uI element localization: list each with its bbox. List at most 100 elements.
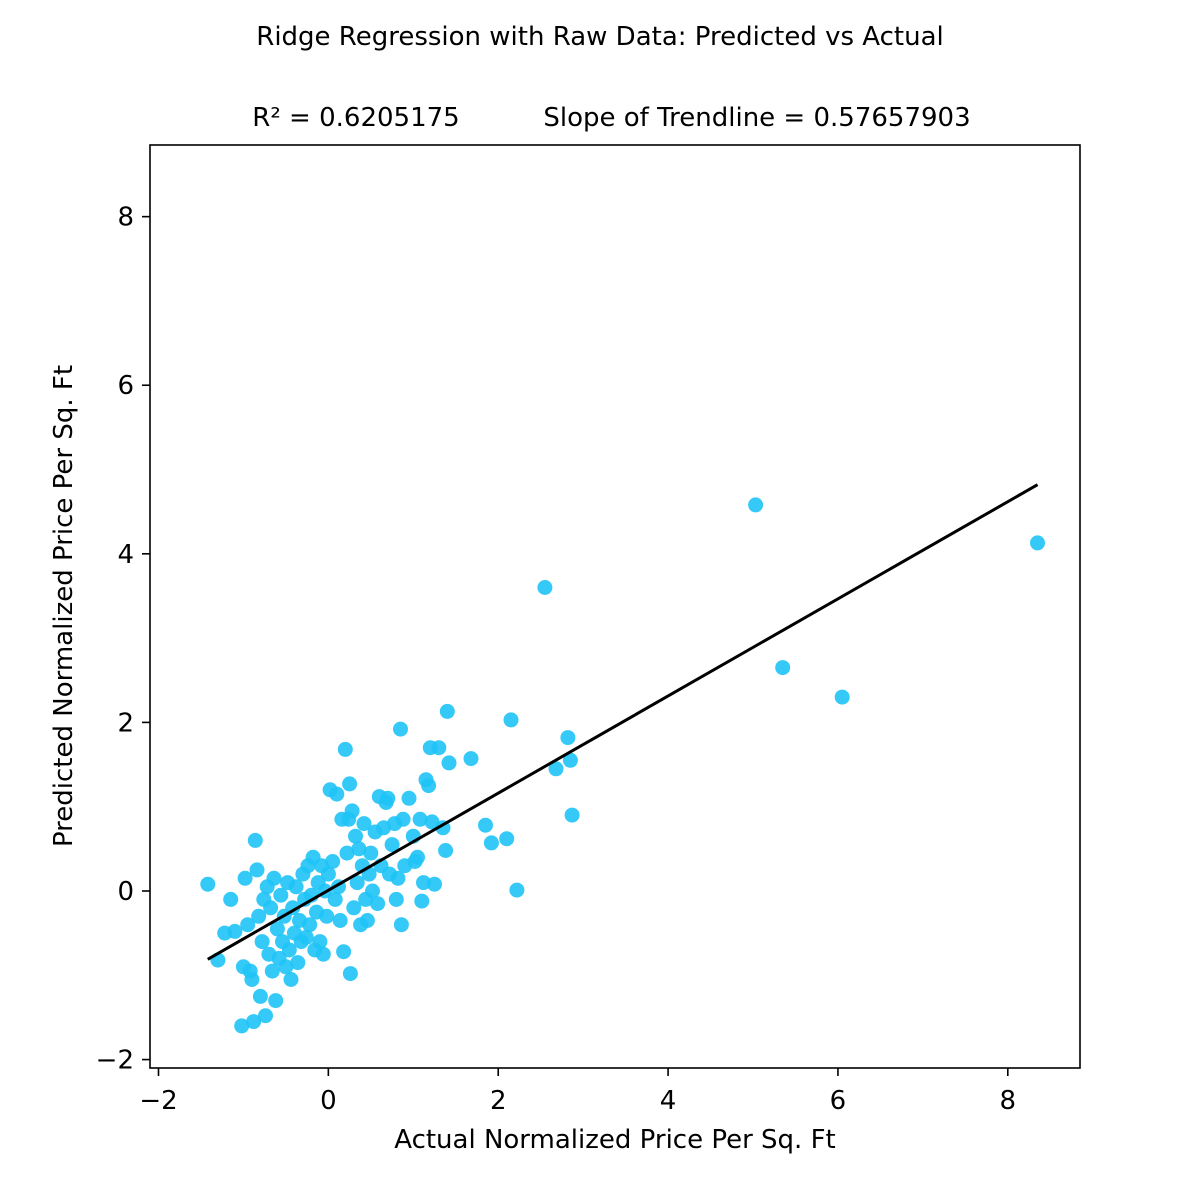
data-point-96 [395,811,411,827]
chart-subtitle-slope: Slope of Trendline = 0.57657903 [543,103,970,133]
data-point-7 [237,870,253,886]
data-point-71 [348,828,363,844]
data-point-83 [370,896,386,912]
data-point-15 [252,988,268,1004]
data-point-32 [281,942,297,958]
data-point-4 [227,923,243,939]
data-point-33 [283,972,299,987]
data-point-124 [562,752,578,768]
data-point-50 [312,934,328,950]
data-point-54 [319,908,335,924]
data-point-5 [234,1018,250,1034]
data-point-78 [359,913,375,928]
data-point-21 [263,900,279,916]
data-point-37 [290,955,306,971]
data-point-117 [483,835,499,851]
data-point-113 [439,703,455,719]
data-point-70 [346,900,362,916]
data-point-98 [401,790,417,806]
data-point-116 [478,817,493,833]
data-points [200,497,1045,1034]
data-point-110 [431,740,447,756]
data-point-27 [273,887,289,903]
data-point-102 [412,811,428,827]
data-point-101 [410,849,425,865]
data-point-8 [240,917,256,933]
data-point-93 [390,870,406,886]
data-point-94 [393,721,408,737]
data-point-81 [365,883,380,899]
data-point-73 [351,841,367,857]
data-point-106 [421,778,437,794]
data-point-72 [349,875,365,891]
data-point-0 [200,876,216,892]
y-axis-label: Predicted Normalized Price Per Sq. Ft [49,365,79,847]
data-point-103 [414,893,430,909]
data-point-80 [363,845,379,861]
data-point-112 [438,843,454,858]
data-point-121 [537,580,553,595]
y-tick-label-4: 6 [117,371,134,401]
data-point-88 [380,790,396,806]
data-point-95 [393,917,409,933]
data-point-58 [327,891,343,907]
data-point-52 [315,946,331,962]
data-point-14 [251,908,267,924]
data-point-11 [246,1014,262,1030]
data-point-36 [288,879,304,895]
data-point-12 [247,832,263,848]
data-point-125 [564,807,580,823]
data-point-118 [499,831,515,847]
data-point-63 [336,944,352,960]
data-point-115 [463,751,479,767]
data-point-65 [339,845,355,861]
data-point-128 [834,689,850,705]
x-tick-label-0: −2 [139,1086,177,1116]
trendline [207,483,1039,961]
data-point-42 [298,929,314,945]
y-tick-label-3: 4 [117,540,134,570]
data-point-114 [441,755,457,771]
y-tick-label-1: 0 [117,877,134,907]
data-point-16 [254,934,270,950]
data-point-18 [258,1008,273,1024]
x-tick-label-5: 8 [1000,1086,1017,1116]
data-point-68 [342,966,358,982]
data-point-104 [416,875,431,891]
data-point-67 [342,776,358,792]
x-axis-label: Actual Normalized Price Per Sq. Ft [394,1125,836,1155]
data-point-122 [548,761,564,777]
data-point-90 [384,837,400,853]
data-point-61 [332,913,348,928]
data-point-24 [268,993,284,1009]
x-tick-label-3: 4 [660,1086,677,1116]
data-point-120 [509,882,525,898]
data-point-64 [337,741,353,757]
data-point-119 [503,712,519,728]
plot-frame [149,144,1081,1069]
data-point-23 [266,870,282,886]
data-point-22 [264,963,280,979]
x-axis-ticks: −2 0 2 4 6 8 [139,1068,1016,1116]
data-point-44 [302,917,318,933]
x-tick-label-4: 6 [830,1086,847,1116]
data-point-10 [244,972,260,987]
data-point-109 [427,876,442,892]
x-tick-label-1: 0 [320,1086,337,1116]
data-point-59 [329,786,345,802]
x-tick-label-2: 2 [490,1086,507,1116]
data-point-129 [1030,535,1045,551]
data-point-126 [748,497,764,513]
data-point-69 [344,803,360,819]
data-point-92 [388,891,404,907]
data-point-76 [356,816,372,832]
chart-subtitle-r2: R² = 0.6205175 [252,103,459,133]
data-point-3 [223,891,239,907]
y-tick-label-5: 8 [117,203,134,233]
y-tick-label-0: −2 [96,1046,134,1076]
data-point-127 [775,660,791,676]
chart-title: Ridge Regression with Raw Data: Predicte… [256,22,944,52]
data-point-57 [325,854,341,869]
